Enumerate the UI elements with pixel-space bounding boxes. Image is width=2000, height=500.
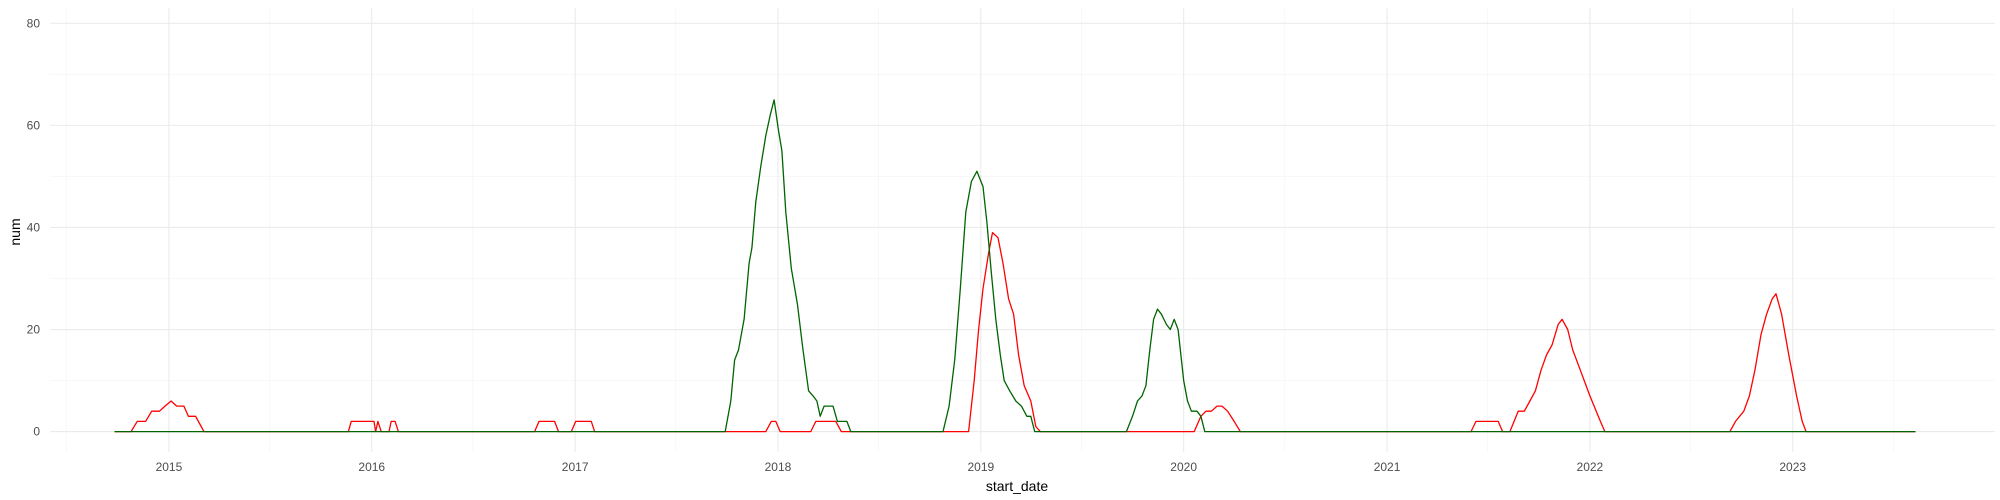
x-tick-label: 2016	[358, 460, 385, 474]
x-tick-label: 2021	[1374, 460, 1401, 474]
series-line-2	[114, 99, 1916, 433]
y-tick-label: 40	[27, 220, 41, 234]
minor-gridlines	[50, 8, 1995, 452]
y-axis-title: num	[7, 218, 23, 245]
x-tick-label: 2015	[156, 460, 183, 474]
series-lines	[114, 99, 1916, 433]
y-tick-label: 60	[27, 118, 41, 132]
x-tick-label: 2020	[1170, 460, 1197, 474]
x-tick-label: 2017	[562, 460, 589, 474]
x-tick-label: 2023	[1779, 460, 1806, 474]
x-axis-tick-labels: 2015 2016 2017 2018 2019 2020 2021 2022 2023	[156, 460, 1807, 474]
y-tick-label: 20	[27, 323, 41, 337]
x-tick-label: 2018	[765, 460, 792, 474]
x-tick-label: 2019	[967, 460, 994, 474]
y-tick-label: 0	[33, 425, 40, 439]
x-tick-label: 2022	[1577, 460, 1604, 474]
x-axis-title: start_date	[986, 478, 1048, 494]
y-tick-label: 80	[27, 16, 41, 30]
series-line-1	[114, 231, 1916, 433]
y-axis-tick-labels: 0 20 40 60 80	[27, 16, 41, 438]
